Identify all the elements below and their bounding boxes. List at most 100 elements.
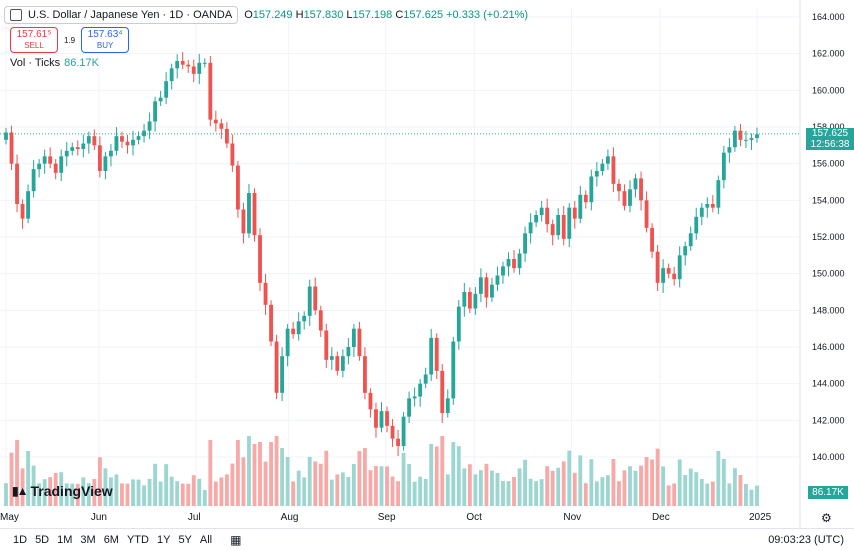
candle-body [600,163,605,171]
volume-bar [175,481,180,506]
volume-bar [611,459,616,506]
volume-bar [313,461,318,506]
volume-bar [567,450,572,506]
candle-body [523,233,527,254]
candle-body [605,156,610,164]
candle-body [26,191,31,219]
candle-body [440,370,445,413]
candle-body [445,398,450,413]
volume-bar [136,479,141,506]
candle-body [755,134,759,138]
candle-body [677,255,682,280]
candle-body [153,101,158,122]
volume-bar [484,463,489,506]
volume-bar [70,483,75,506]
volume-bar [180,483,185,506]
volume-bar [374,466,378,506]
volume-bar [169,476,174,506]
candle-body [9,132,14,164]
volume-bar [694,472,699,506]
candle-body [490,284,494,298]
range-1m[interactable]: 1M [57,534,73,546]
range-5y[interactable]: 5Y [178,534,192,546]
candle-body [42,156,47,164]
volume-bar [153,463,158,506]
candle-body [186,64,191,67]
calendar-icon[interactable]: ▦ [230,533,242,547]
candle-body [705,204,710,208]
volume-bar [324,450,329,506]
candle-body [650,227,654,252]
volume-bar [97,457,102,506]
volume-bar [340,472,345,506]
volume-bar [48,477,53,506]
volume-bar [434,446,439,506]
last-price-tag: 157.625 12:56:38 [806,128,854,150]
range-ytd[interactable]: YTD [126,534,149,546]
range-1y[interactable]: 1Y [156,534,171,546]
volume-bar [506,481,511,506]
candle-body [666,268,671,274]
candle-body [31,169,36,192]
candlestick-chart[interactable]: 164.000 162.000 160.000 158.000 156.000 154.0… [0,0,854,528]
volume-bar [705,483,710,506]
candle-body [136,136,141,140]
candle-body [699,207,704,217]
volume-bar [578,455,583,506]
volume-bar [396,481,400,506]
volume-bar [467,464,472,506]
candle-body [622,191,627,206]
volume-bar [379,466,384,506]
volume-bar [125,483,130,506]
candle-body [296,321,301,335]
y-tick-label: 146.000 [812,342,845,352]
utc-clock[interactable]: 09:03:23 (UTC) [768,534,844,546]
volume-bar [208,440,213,506]
candle-body [407,398,412,417]
volume-bar [335,474,340,506]
volume-bar [755,485,759,506]
candle-body [92,136,97,146]
volume-bar [749,489,754,506]
volume-bar [274,436,279,506]
settings-icon[interactable]: ⚙ [821,511,832,525]
volume-bar [622,470,627,506]
volume-bar [716,451,721,506]
candle-body [727,147,732,153]
candle-body [197,62,202,74]
volume-bar [550,470,555,506]
range-3m[interactable]: 3M [80,534,96,546]
volume-bar [329,479,334,506]
range-all[interactable]: All [199,534,213,546]
candle-body [48,156,53,164]
candle-body [429,337,434,375]
volume-bar [318,463,323,506]
volume-bar [280,448,285,506]
volume-bar [418,476,423,506]
volume-bar [241,457,246,506]
buy-button[interactable]: 157.63⁴ BUY [81,27,130,53]
candle-body [434,337,439,371]
range-5d[interactable]: 5D [35,534,50,546]
sell-button[interactable]: 157.61⁵ SELL [10,27,58,53]
candle-body [550,224,555,236]
volume-bar [666,485,671,506]
candle-body [655,251,660,283]
candle-body [70,147,75,151]
candle-body [357,328,362,357]
volume-bar [605,475,610,506]
volume-bar [109,477,113,506]
volume-bar [252,444,257,506]
candle-body [307,286,312,316]
candle-body [556,215,561,236]
volume-bar [236,440,240,506]
range-6m[interactable]: 6M [103,534,119,546]
range-1d[interactable]: 1D [13,534,28,546]
symbol-search[interactable]: U.S. Dollar / Japanese Yen · 1D · OANDA [4,6,239,24]
volume-bar [120,483,124,506]
y-tick-label: 140.000 [812,452,845,462]
volume-bar [114,474,119,506]
volume-legend: Vol · Ticks 86.17K [10,57,99,69]
volume-bar [291,481,296,506]
candle-body [164,81,169,98]
